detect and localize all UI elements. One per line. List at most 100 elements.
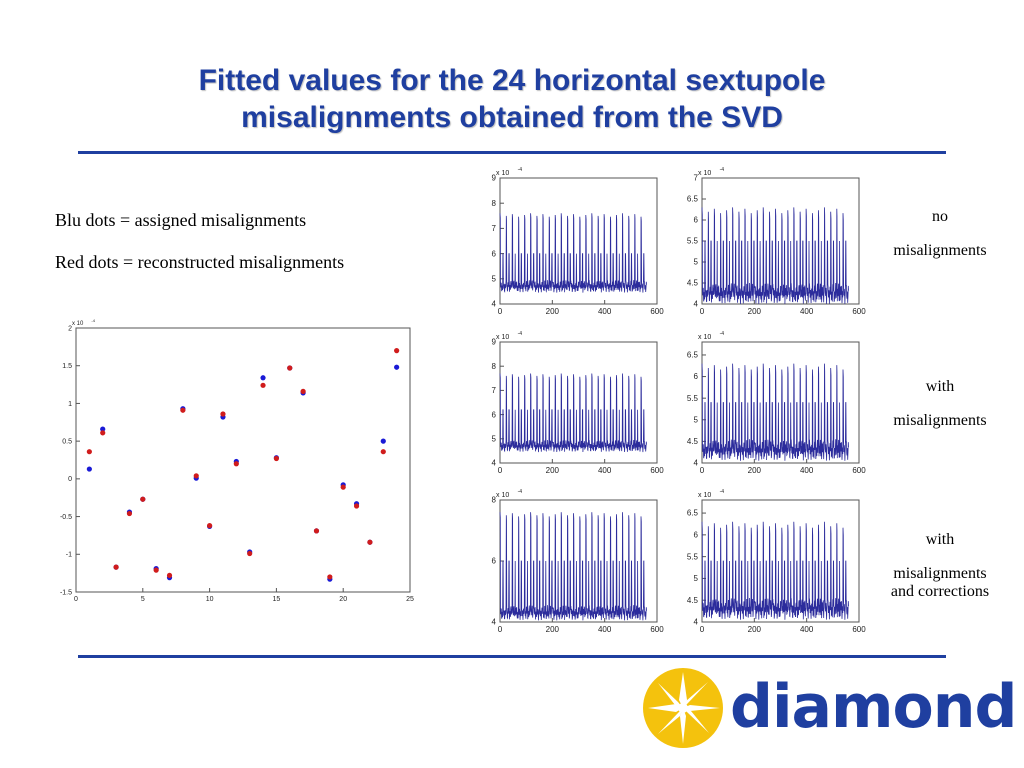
y-tick-label: 5 [492, 434, 497, 443]
assigned-point [86, 466, 92, 472]
x-tick-label: 400 [598, 466, 612, 475]
axis-exponent-power: -4 [518, 331, 523, 337]
x-tick-label: 0 [498, 466, 503, 475]
title-line-1: Fitted values for the 24 horizontal sext… [198, 64, 826, 97]
x-tick-label: 200 [546, 625, 560, 634]
condition-line: misalignments [893, 565, 987, 582]
reconstructed-point [287, 365, 293, 371]
orbit-series-line [499, 373, 647, 453]
y-tick-label: 1.5 [62, 363, 72, 370]
y-tick-label: 4 [694, 459, 699, 468]
bottom-divider [78, 655, 946, 658]
orbit-series-line [499, 512, 647, 621]
y-tick-label: 9 [492, 338, 497, 347]
y-tick-label: 6 [694, 531, 699, 540]
x-tick-label: 200 [748, 625, 762, 634]
y-tick-label: 4.5 [687, 437, 699, 446]
x-tick-label: 400 [800, 466, 814, 475]
x-tick-label: 0 [498, 307, 503, 316]
x-tick-label: 0 [74, 596, 78, 603]
x-tick-label: 200 [546, 466, 560, 475]
y-tick-label: 6.5 [687, 351, 699, 360]
y-tick-label: 0.5 [62, 438, 72, 445]
y-tick-label: 0 [68, 476, 72, 483]
y-tick-label: 6.5 [687, 195, 699, 204]
orbit-plot-corrected-left: 0 200 400 600 4 6 8x 10 -4 [492, 489, 665, 634]
axis-exponent-label: x 10 [698, 170, 711, 177]
y-tick-label: 5 [694, 574, 699, 583]
assigned-point [260, 375, 266, 381]
y-tick-label: 8 [492, 362, 497, 371]
x-tick-label: 600 [852, 625, 866, 634]
orbit-series-line [701, 521, 849, 620]
x-tick-label: 600 [650, 466, 664, 475]
y-tick-label: 8 [492, 199, 497, 208]
reconstructed-point [153, 567, 159, 573]
condition-line: misalignments [893, 412, 987, 429]
condition-line: misalignments [893, 242, 987, 259]
y-tick-label: 9 [492, 174, 497, 183]
y-tick-label: 6 [492, 557, 497, 566]
y-tick-label: 4 [492, 459, 497, 468]
axis-exponent-power: -4 [518, 167, 523, 173]
condition-line: with [925, 378, 955, 395]
y-tick-label: 5 [694, 415, 699, 424]
axis-exponent-power: -4 [720, 331, 725, 337]
condition-label-corrected: with misalignments and corrections [874, 531, 1006, 601]
x-tick-label: 0 [700, 625, 705, 634]
y-tick-label: 4 [492, 300, 497, 309]
axis-exponent-power: -4 [720, 167, 725, 173]
orbit-plot-corrected-right: 0 200 400 600 4 4.5 5 5.5 6 6.5 x 10 -4 [687, 489, 866, 634]
axis-exponent-label: x 10 [698, 492, 711, 499]
axis-exponent-label: x 10 [496, 334, 509, 341]
y-tick-label: 4.5 [687, 279, 699, 288]
reconstructed-point [260, 382, 266, 388]
assigned-point [394, 364, 400, 370]
condition-line: with [925, 531, 955, 548]
x-tick-label: 600 [650, 625, 664, 634]
y-tick-label: -1.5 [60, 589, 72, 596]
axis-exponent-label: x 10 [72, 321, 84, 327]
y-tick-label: -0.5 [60, 514, 72, 521]
reconstructed-point [367, 539, 373, 545]
y-tick-label: 6 [492, 410, 497, 419]
axis-exponent-label: x 10 [496, 492, 509, 499]
x-tick-label: 20 [339, 596, 347, 603]
y-tick-label: 7 [694, 174, 699, 183]
condition-line: and corrections [890, 583, 990, 600]
y-tick-label: -1 [66, 552, 72, 559]
x-tick-label: 400 [800, 625, 814, 634]
y-tick-label: 8 [492, 496, 497, 505]
reconstructed-point [220, 411, 226, 417]
x-tick-label: 15 [273, 596, 281, 603]
axis-exponent-label: x 10 [496, 170, 509, 177]
assigned-point [100, 426, 106, 432]
orbit-plot-misalign-right: 0 200 400 600 4 4.5 5 5.5 6 6.5 x 10 -4 [687, 331, 866, 475]
assigned-point [380, 438, 386, 444]
legend-red-text: Red dots = reconstructed misalignments [55, 252, 345, 272]
y-tick-label: 4 [694, 300, 699, 309]
orbit-series-line [701, 207, 849, 304]
reconstructed-point [247, 550, 253, 557]
x-tick-label: 600 [852, 307, 866, 316]
plot-area [499, 499, 658, 623]
logo-wordmark: diamond [730, 672, 1017, 742]
reconstructed-point [327, 574, 333, 580]
y-tick-label: 7 [492, 386, 497, 395]
x-tick-label: 600 [852, 466, 866, 475]
title-line-2: misalignments obtained from the SVD [241, 101, 783, 134]
x-tick-label: 0 [700, 307, 705, 316]
reconstructed-point [207, 523, 213, 529]
y-tick-label: 2 [68, 325, 72, 332]
y-tick-label: 6.5 [687, 509, 699, 518]
x-tick-label: 600 [650, 307, 664, 316]
orbit-plot-no-misalign-right: 0 200 400 600 4 4.5 5 5.5 6 6.5 7x 10 -4 [687, 167, 866, 316]
reconstructed-point [86, 449, 92, 455]
legend-blue-text: Blu dots = assigned misalignments [55, 210, 307, 230]
x-tick-label: 200 [748, 307, 762, 316]
y-tick-label: 4 [694, 618, 699, 627]
reconstructed-point [100, 430, 106, 436]
reconstructed-point [233, 461, 239, 467]
x-tick-label: 5 [141, 596, 145, 603]
reconstructed-point [340, 484, 346, 490]
